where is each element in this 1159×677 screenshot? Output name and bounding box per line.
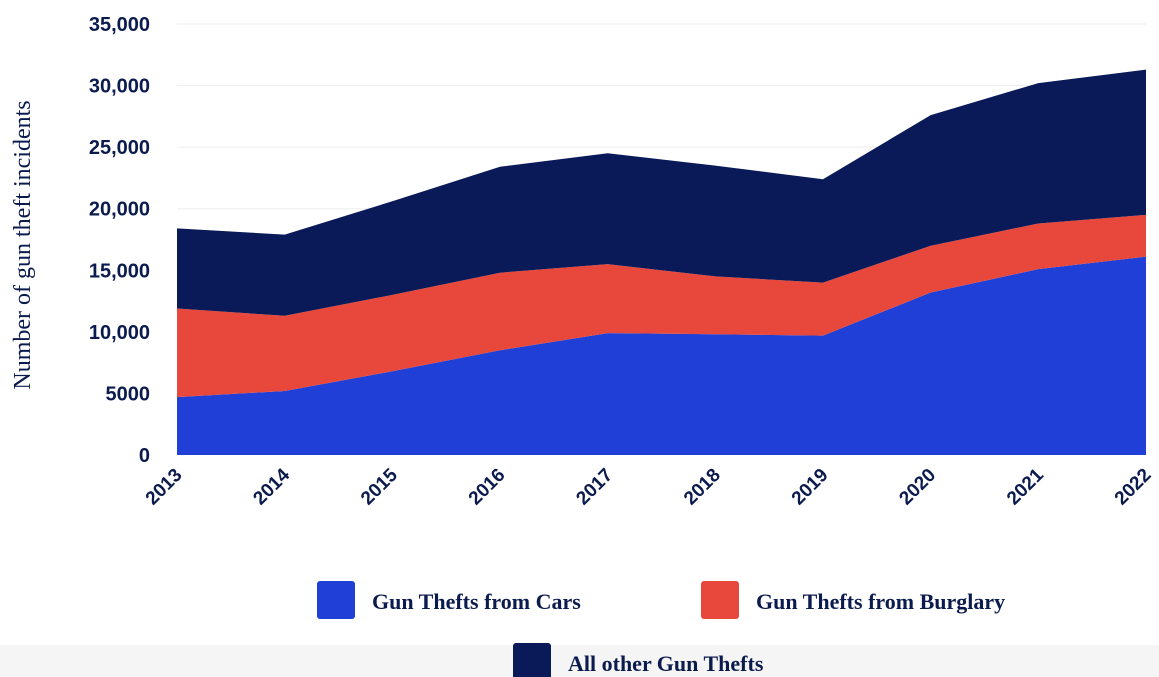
y-axis-ticks: 0 5000 10,000 15,000 20,000 25,000 30,000 35,00… — [89, 14, 150, 467]
y-tick-label: 20,000 — [89, 199, 150, 221]
x-tick-label: 2022 — [1111, 465, 1156, 510]
legend-item: Gun Thefts from Cars — [317, 581, 581, 619]
area-series-3 — [177, 69, 1146, 316]
x-tick-label: 2013 — [142, 465, 187, 510]
y-tick-label: 5000 — [106, 383, 151, 405]
legend-label: Gun Thefts from Burglary — [756, 589, 1005, 614]
area-series-2 — [177, 214, 1146, 398]
x-tick-label: 2014 — [249, 464, 294, 509]
legend-item: Gun Thefts from Burglary — [701, 581, 1005, 619]
legend-item: All other Gun Thefts — [513, 643, 764, 677]
y-tick-label: 25,000 — [89, 137, 150, 159]
y-tick-label: 0 — [139, 445, 150, 467]
bottom-panel-band — [0, 645, 1159, 677]
area-series-1 — [177, 256, 1146, 455]
y-tick-label: 15,000 — [89, 260, 150, 282]
legend-swatch — [701, 581, 739, 619]
x-axis-ticks: 2013 2014 2015 2016 2017 2018 2019 2020 2021 2022 — [142, 464, 1156, 509]
y-tick-label: 10,000 — [89, 322, 150, 344]
x-tick-label: 2020 — [895, 465, 940, 510]
y-axis-label: Number of gun theft incidents — [10, 100, 36, 389]
legend-label: Gun Thefts from Cars — [372, 589, 581, 614]
y-tick-label: 30,000 — [89, 76, 150, 98]
x-tick-label: 2015 — [357, 464, 402, 509]
x-tick-label: 2018 — [680, 465, 725, 510]
x-tick-label: 2019 — [788, 465, 833, 510]
area-series — [177, 69, 1146, 455]
legend: Gun Thefts from Cars Gun Thefts from Burg… — [317, 581, 1005, 677]
y-tick-label: 35,000 — [89, 14, 150, 36]
x-tick-label: 2016 — [465, 465, 510, 510]
x-tick-label: 2021 — [1003, 464, 1048, 509]
legend-label: All other Gun Thefts — [568, 651, 764, 676]
x-tick-label: 2017 — [572, 465, 617, 510]
legend-swatch — [317, 581, 355, 619]
legend-swatch — [513, 643, 551, 677]
